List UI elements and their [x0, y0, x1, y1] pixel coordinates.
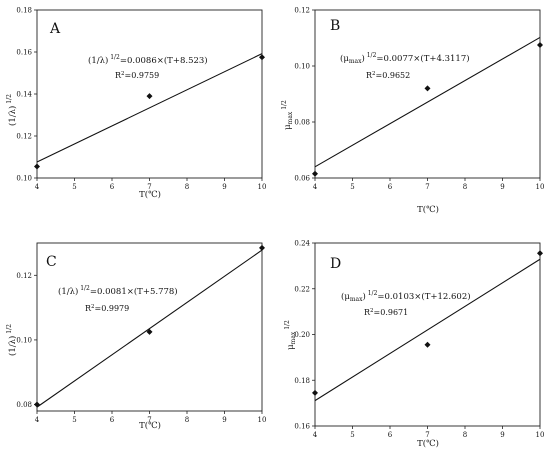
y-tick-label: 0.12: [16, 272, 32, 280]
panel-d: 4 5 6 7 8 9 10 0.16 0.18 0.20 0.22 0.24 D (μmax) 1/2=…: [284, 240, 544, 450]
x-tick-label: 5: [72, 416, 76, 424]
r-squared: R2=0.9759: [115, 71, 159, 80]
x-tick-label: 8: [463, 431, 467, 439]
y-tick-label: 0.10: [294, 63, 310, 71]
data-point: [537, 42, 543, 48]
regression-line: [314, 36, 541, 168]
x-axis-label: T(℃): [417, 204, 439, 215]
y-tick-label: 0.10: [16, 336, 32, 344]
x-tick-label: 7: [425, 431, 429, 439]
x-tick-label: 6: [388, 431, 393, 439]
panel-b: 4 5 6 7 8 9 10 0.06 0.08 0.10 0.12 B (μmax) 1/2=0.00…: [281, 7, 544, 216]
r-squared: R2=0.9671: [364, 308, 408, 317]
x-tick-label: 9: [500, 431, 504, 439]
x-tick-label: 6: [110, 416, 115, 424]
data-point: [259, 244, 265, 251]
x-tick-label: 9: [222, 416, 226, 424]
x-tick-label: 4: [313, 431, 318, 439]
x-tick-label: 10: [536, 183, 545, 191]
x-tick-label: 6: [110, 183, 115, 191]
data-point: [146, 93, 153, 100]
data-point: [146, 328, 153, 335]
y-tick-label: 0.08: [16, 401, 32, 409]
x-tick-label: 8: [463, 183, 467, 191]
regression-line: [36, 249, 263, 408]
fit-equation: (1/λ) 1/2=0.0081×(T+5.778): [58, 285, 178, 297]
fit-equation: (1/λ) 1/2=0.0086×(T+8.523): [88, 54, 208, 66]
data-point: [424, 85, 431, 92]
panel-c: 4 5 6 7 8 9 10 0.08 0.10 0.12 C (1/λ) 1/2=0.0081×(T…: [6, 242, 267, 431]
y-tick-label: 0.22: [294, 285, 310, 293]
y-tick-label: 0.18: [16, 7, 32, 15]
x-axis-label: T(℃): [139, 189, 161, 200]
data-point: [34, 401, 40, 408]
x-tick-label: 9: [222, 183, 226, 191]
x-axis-label: T(℃): [139, 420, 161, 431]
data-point: [34, 163, 40, 170]
x-tick-label: 4: [313, 183, 318, 191]
plot-frame-b: [314, 9, 541, 179]
x-tick-label: 5: [72, 183, 76, 191]
x-tick-label: 8: [185, 183, 189, 191]
x-tick-label: 10: [536, 431, 545, 439]
data-point: [259, 54, 265, 61]
x-tick-label: 10: [258, 183, 267, 191]
regression-line: [314, 258, 541, 402]
x-tick-label: 4: [35, 183, 40, 191]
y-tick-label: 0.14: [16, 91, 32, 99]
panel-letter: B: [330, 18, 340, 34]
x-tick-label: 4: [35, 416, 40, 424]
y-axis-label: μmax 1/2: [281, 100, 294, 130]
plot-frame-c: [36, 242, 263, 412]
data-point: [424, 341, 431, 348]
panel-letter: D: [330, 256, 341, 272]
y-tick-label: 0.10: [16, 175, 32, 183]
panel-a: 4 5 6 7 8 9 10 0.10 0.12 0.14 0.16 0.18 A (1/λ) 1/2=0…: [6, 7, 266, 201]
x-axis-label: T(℃): [417, 438, 439, 449]
y-tick-label: 0.08: [294, 119, 310, 127]
y-axis-label: (1/λ) 1/2: [6, 94, 18, 126]
x-tick-label: 7: [147, 183, 151, 191]
panel-letter: A: [49, 21, 61, 37]
r-squared: R2=0.9652: [366, 71, 410, 80]
x-tick-label: 6: [388, 183, 393, 191]
x-tick-label: 5: [350, 431, 354, 439]
y-tick-label: 0.24: [294, 240, 310, 248]
x-tick-label: 9: [500, 183, 504, 191]
x-tick-label: 7: [147, 416, 151, 424]
y-tick-label: 0.16: [16, 49, 32, 57]
fit-equation: (μmax) 1/2=0.0103×(T+12.602): [341, 290, 471, 303]
data-point: [312, 170, 318, 177]
data-point: [312, 389, 318, 396]
y-tick-label: 0.06: [294, 175, 310, 183]
y-tick-label: 0.12: [294, 7, 310, 15]
data-point: [537, 250, 543, 257]
x-tick-label: 7: [425, 183, 429, 191]
y-tick-label: 0.16: [294, 423, 310, 431]
r-squared: R2=0.9979: [85, 304, 129, 313]
y-tick-label: 0.20: [294, 331, 310, 339]
y-axis-label: μmax 1/2: [284, 320, 297, 350]
fit-equation: (μmax) 1/2=0.0077×(T+4.3117): [340, 52, 470, 65]
y-axis-label: (1/λ) 1/2: [6, 324, 18, 356]
y-tick-label: 0.18: [294, 377, 310, 385]
plot-frame-d: [314, 242, 541, 427]
regression-line: [36, 53, 263, 163]
x-tick-label: 10: [258, 416, 267, 424]
y-tick-label: 0.12: [16, 133, 32, 141]
panel-letter: C: [46, 254, 57, 270]
x-tick-label: 5: [350, 183, 354, 191]
x-tick-label: 8: [185, 416, 189, 424]
